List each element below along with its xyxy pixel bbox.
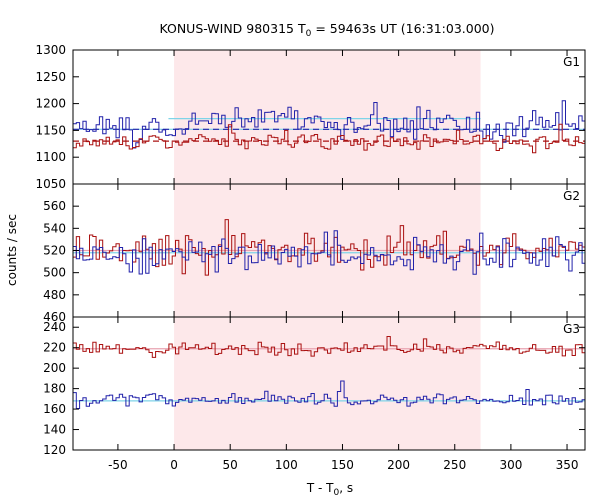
y-tick-label: 1250 — [35, 70, 66, 84]
y-tick-label: 500 — [43, 266, 66, 280]
y-tick-label: 120 — [43, 443, 66, 457]
y-tick-label: 140 — [43, 423, 66, 437]
x-tick-label: 0 — [170, 458, 178, 472]
y-tick-label: 240 — [43, 320, 66, 334]
x-axis-label: T - T0, s — [306, 481, 353, 498]
series-blue-0 — [73, 100, 585, 149]
x-axis-label-subscript: 0 — [334, 488, 340, 498]
y-tick-label: 460 — [43, 310, 66, 324]
x-tick-label: 250 — [443, 458, 466, 472]
highlight-interval — [174, 317, 481, 450]
panel-frame — [72, 316, 586, 451]
panel-g3: 120 140 160 180 200 220 240 G3 — [43, 316, 586, 457]
x-axis-label-rest: , s — [339, 481, 353, 495]
y-tick-label: 480 — [43, 288, 66, 302]
x-tick-label: 300 — [499, 458, 522, 472]
y-tick-label: 160 — [43, 402, 66, 416]
x-tick-label: 350 — [556, 458, 579, 472]
y-tick-label: 1200 — [35, 97, 66, 111]
chart-title: KONUS-WIND 980315 T0 = 59463s UT (16:31:… — [159, 21, 494, 39]
panel-label: G3 — [563, 322, 580, 336]
y-tick-label: 180 — [43, 382, 66, 396]
series-red-0 — [73, 336, 585, 358]
y-tick-label: 1300 — [35, 43, 66, 57]
panel-g2: 460 480 500 520 540 560 G2 — [43, 183, 586, 324]
y-tick-label: 1100 — [35, 150, 66, 164]
y-tick-label: 1050 — [35, 177, 66, 191]
panels-layer: 105011001150120012501300G146048050052054… — [35, 43, 586, 472]
series-red-1 — [73, 123, 585, 154]
chart-title-subscript: 0 — [306, 29, 312, 39]
x-tick-label: -50 — [108, 458, 128, 472]
chart-title-rest: = 59463s UT (16:31:03.000) — [311, 21, 494, 36]
y-tick-label: 520 — [43, 244, 66, 258]
y-tick-label: 560 — [43, 199, 66, 213]
x-tick-label: 150 — [331, 458, 354, 472]
y-axis-label: counts / sec — [5, 214, 19, 286]
highlight-interval — [174, 50, 481, 184]
y-tick-label: 220 — [43, 341, 66, 355]
panel-g1: 1050 1100 1150 1200 1250 1300 G1 — [35, 43, 586, 191]
x-tick-label: 200 — [387, 458, 410, 472]
panel-label: G2 — [563, 189, 580, 203]
y-tick-label: 540 — [43, 221, 66, 235]
y-tick-label: 200 — [43, 361, 66, 375]
series-blue-1 — [73, 230, 585, 275]
panel-label: G1 — [563, 55, 580, 69]
series-blue-1 — [73, 380, 585, 409]
x-tick-label: 50 — [223, 458, 238, 472]
x-tick-label: 100 — [275, 458, 298, 472]
y-tick-label: 1150 — [35, 123, 66, 137]
